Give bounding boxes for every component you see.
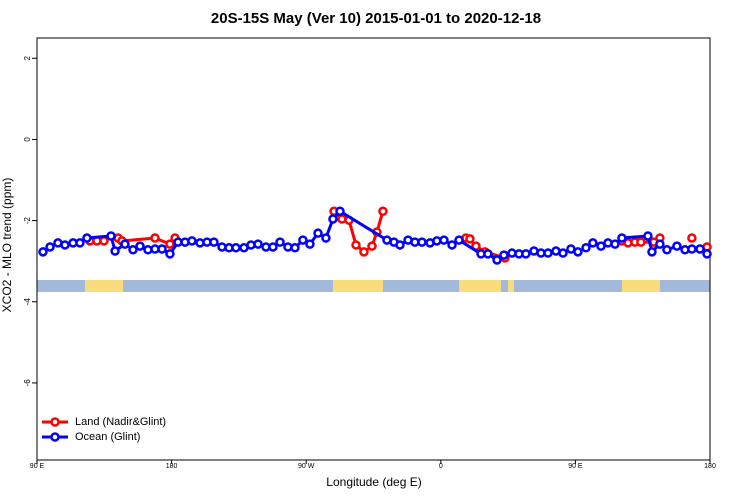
x-tick-label: 90 W <box>298 463 315 470</box>
x-tick-label: 0 <box>439 463 443 470</box>
x-tick-label: 180 <box>166 463 178 470</box>
data-point <box>687 233 697 243</box>
data-point <box>521 249 531 259</box>
x-axis-label: Longitude (deg E) <box>326 475 421 489</box>
data-point <box>643 231 653 241</box>
data-point <box>268 242 278 252</box>
data-point <box>395 240 405 250</box>
data-point <box>543 248 553 258</box>
data-point <box>483 249 493 259</box>
data-point <box>110 246 120 256</box>
data-point <box>128 245 138 255</box>
data-point <box>558 248 568 258</box>
x-tick-label: 90 E <box>568 463 583 470</box>
data-point <box>45 242 55 252</box>
data-point <box>647 247 657 257</box>
data-point <box>313 228 323 238</box>
data-point <box>588 238 598 248</box>
data-point <box>157 244 167 254</box>
data-point <box>672 241 682 251</box>
data-point <box>187 236 197 246</box>
data-point <box>465 234 475 244</box>
data-point <box>655 239 665 249</box>
data-point <box>417 237 427 247</box>
data-point <box>617 233 627 243</box>
data-point <box>82 233 92 243</box>
data-point <box>305 239 315 249</box>
data-point <box>328 214 338 224</box>
data-point <box>120 239 130 249</box>
series-line <box>90 211 707 258</box>
y-tick-label: 2 <box>23 56 32 61</box>
data-point <box>75 238 85 248</box>
data-point <box>38 247 48 257</box>
data-point <box>290 243 300 253</box>
data-point <box>581 243 591 253</box>
y-axis-label: XCO2 - MLO trend (ppm) <box>0 178 14 313</box>
data-point <box>695 244 705 254</box>
data-point <box>636 237 646 247</box>
data-point <box>662 245 672 255</box>
data-point <box>492 255 502 265</box>
data-point <box>447 240 457 250</box>
data-point <box>165 249 175 259</box>
legend-label: Ocean (Glint) <box>75 431 140 443</box>
data-point <box>165 239 175 249</box>
surface-strip <box>37 280 710 292</box>
data-point <box>573 247 583 257</box>
data-point <box>209 237 219 247</box>
data-point <box>359 247 369 257</box>
data-point <box>150 233 160 243</box>
data-point <box>253 239 263 249</box>
data-point <box>499 250 509 260</box>
data-point <box>702 249 712 259</box>
data-point <box>335 206 345 217</box>
data-point <box>231 243 241 253</box>
data-point <box>321 233 331 243</box>
data-point <box>99 236 109 246</box>
data-point <box>596 241 606 251</box>
x-tick-label: 180 <box>704 463 716 470</box>
data-point <box>351 240 361 250</box>
y-tick-label: -4 <box>23 298 32 306</box>
data-point <box>298 235 308 245</box>
x-tick-label: 90 E <box>30 463 45 470</box>
data-point <box>106 231 116 241</box>
legend-marker <box>50 417 60 427</box>
legend-marker <box>50 432 60 442</box>
data-point <box>367 241 377 251</box>
data-point <box>275 237 285 247</box>
data-point <box>687 244 697 254</box>
data-point <box>60 240 70 250</box>
data-point <box>439 235 449 245</box>
chart-title: 20S-15S May (Ver 10) 2015-01-01 to 2020-… <box>211 10 541 27</box>
data-point <box>454 235 464 245</box>
y-tick-label: -2 <box>23 216 32 224</box>
data-point <box>135 241 145 251</box>
data-point <box>378 206 388 217</box>
y-tick-label: 0 <box>23 137 32 142</box>
legend-label: Land (Nadir&Glint) <box>75 416 166 428</box>
y-tick-label: -6 <box>23 379 32 387</box>
data-point <box>610 239 620 249</box>
